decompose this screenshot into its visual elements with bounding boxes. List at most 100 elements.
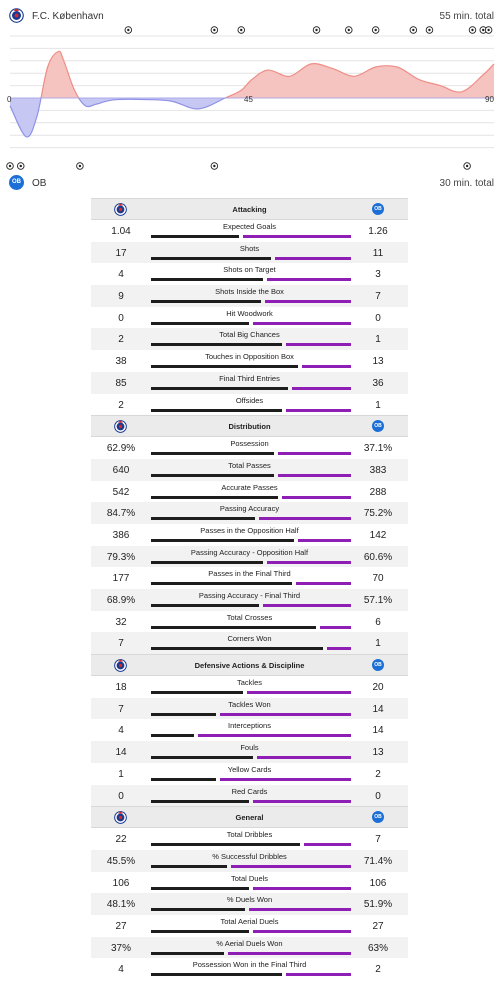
comparison-bar bbox=[151, 386, 351, 390]
home-stat-value: 68.9% bbox=[106, 595, 136, 606]
home-share-bar bbox=[151, 582, 293, 586]
home-team-name: F.C. København bbox=[32, 11, 104, 22]
fck-crest-icon bbox=[9, 8, 24, 23]
comparison-bar bbox=[151, 452, 351, 456]
home-stat-value: 640 bbox=[112, 464, 130, 476]
home-stat-value: 9 bbox=[118, 291, 124, 303]
home-share-bar bbox=[151, 278, 263, 282]
stat-label: Passing Accuracy - Final Third bbox=[198, 591, 301, 600]
stat-row: 2 Total Big Chances 1 bbox=[91, 328, 408, 351]
stat-label: % Aerial Duels Won bbox=[216, 938, 283, 948]
ob-crest-icon: OB bbox=[372, 420, 385, 433]
comparison-bar bbox=[151, 604, 351, 607]
home-share-bar bbox=[151, 864, 228, 868]
section-rows: 1.04 Expected Goals 1.26 17 Shots 11 4 Shots on… bbox=[91, 220, 408, 415]
home-stat-value: 0 bbox=[118, 312, 124, 324]
away-share-bar bbox=[278, 452, 351, 456]
comparison-bar bbox=[151, 517, 351, 521]
away-share-bar bbox=[282, 495, 351, 499]
stat-row: 0 Red Cards 0 bbox=[91, 784, 408, 807]
home-share-bar bbox=[151, 343, 283, 347]
home-stat-value: 14 bbox=[115, 747, 127, 759]
home-stat-value: 17 bbox=[115, 247, 127, 259]
home-momentum-line bbox=[40, 50, 495, 98]
home-momentum-area bbox=[10, 51, 494, 98]
section-header: Attacking OB bbox=[91, 198, 408, 220]
away-stat-value: 1 bbox=[375, 399, 381, 411]
section-header: General OB bbox=[91, 806, 408, 829]
section-header: Defensive Actions & Discipline OB bbox=[91, 654, 408, 677]
comparison-bar bbox=[151, 300, 351, 304]
away-share-bar bbox=[262, 604, 351, 607]
stat-row: 640 Total Passes 383 bbox=[91, 458, 408, 481]
home-stat-value: 27 bbox=[115, 920, 127, 932]
stat-row: 62.9% Possession 37.1% bbox=[91, 437, 408, 459]
ob-crest-icon: OB bbox=[9, 175, 24, 190]
home-share-bar bbox=[151, 321, 249, 325]
comparison-bar bbox=[151, 321, 351, 325]
away-share-bar bbox=[258, 517, 351, 521]
home-stat-value: 45.5% bbox=[106, 855, 136, 867]
comparison-bar bbox=[151, 560, 351, 564]
away-stat-value: 36 bbox=[372, 377, 384, 389]
away-stat-value: 106 bbox=[369, 877, 387, 889]
home-share-bar bbox=[151, 604, 259, 607]
stat-label: Final Third Entries bbox=[219, 373, 280, 383]
home-share-bar bbox=[151, 625, 316, 629]
section-rows: 22 Total Dribbles 7 45.5% % Successful Dribb… bbox=[91, 828, 408, 980]
comparison-bar bbox=[151, 777, 351, 781]
home-share-bar bbox=[151, 300, 261, 304]
comparison-bar bbox=[151, 908, 351, 912]
stat-row: 84.7% Passing Accuracy 75.2% bbox=[91, 502, 408, 524]
away-team-name: OB bbox=[32, 178, 47, 189]
away-stat-value: 7 bbox=[375, 834, 381, 846]
away-stat-value: 75.2% bbox=[363, 508, 393, 520]
away-share-bar bbox=[327, 647, 351, 651]
home-stat-value: 386 bbox=[112, 529, 130, 541]
away-stat-value: 6 bbox=[375, 616, 381, 628]
comparison-bar bbox=[151, 408, 351, 412]
stat-label: Total Aerial Duels bbox=[220, 916, 279, 926]
comparison-bar bbox=[151, 582, 351, 586]
home-share-bar bbox=[151, 473, 275, 477]
stat-label: Tackles bbox=[236, 678, 262, 688]
home-stat-value: 79.3% bbox=[106, 551, 136, 563]
stat-label: Total Duels bbox=[230, 873, 269, 883]
home-stat-value: 32 bbox=[115, 616, 127, 628]
ob-crest-icon: OB bbox=[372, 659, 385, 672]
home-share-bar bbox=[151, 951, 224, 955]
comparison-bar bbox=[151, 734, 351, 738]
soccer-ball-icon bbox=[468, 26, 477, 34]
soccer-ball-icon bbox=[312, 26, 321, 34]
fck-crest-icon bbox=[114, 811, 127, 825]
home-share-bar bbox=[151, 734, 195, 738]
comparison-bar bbox=[151, 799, 351, 803]
away-stat-value: 3 bbox=[375, 269, 381, 281]
home-share-bar bbox=[151, 538, 295, 542]
home-stat-value: 22 bbox=[115, 834, 127, 846]
section-header: Distribution OB bbox=[91, 415, 408, 438]
momentum-chart bbox=[6, 26, 495, 170]
away-stat-value: 71.4% bbox=[363, 855, 393, 867]
stat-row: 9 Shots Inside the Box 7 bbox=[91, 285, 408, 307]
away-share-bar bbox=[278, 473, 351, 477]
comparison-bar bbox=[151, 864, 351, 868]
soccer-ball-icon bbox=[210, 162, 219, 170]
home-share-bar bbox=[151, 256, 271, 260]
stat-label: Total Dribbles bbox=[226, 830, 273, 840]
away-share-bar bbox=[274, 256, 351, 260]
away-share-bar bbox=[298, 538, 351, 542]
comparison-bar bbox=[151, 886, 351, 890]
away-share-bar bbox=[296, 582, 351, 586]
away-share-bar bbox=[286, 343, 351, 347]
home-share-bar bbox=[151, 452, 275, 456]
away-stat-value: 0 bbox=[375, 312, 381, 324]
away-stat-value: 1 bbox=[375, 638, 381, 650]
home-stat-value: 48.1% bbox=[106, 899, 136, 911]
away-share-bar bbox=[303, 843, 351, 847]
stat-row: 4 Shots on Target 3 bbox=[91, 263, 408, 285]
home-stat-value: 2 bbox=[118, 334, 124, 346]
away-stat-value: 60.6% bbox=[363, 551, 393, 563]
soccer-ball-icon bbox=[484, 26, 493, 34]
soccer-ball-icon bbox=[17, 162, 25, 170]
